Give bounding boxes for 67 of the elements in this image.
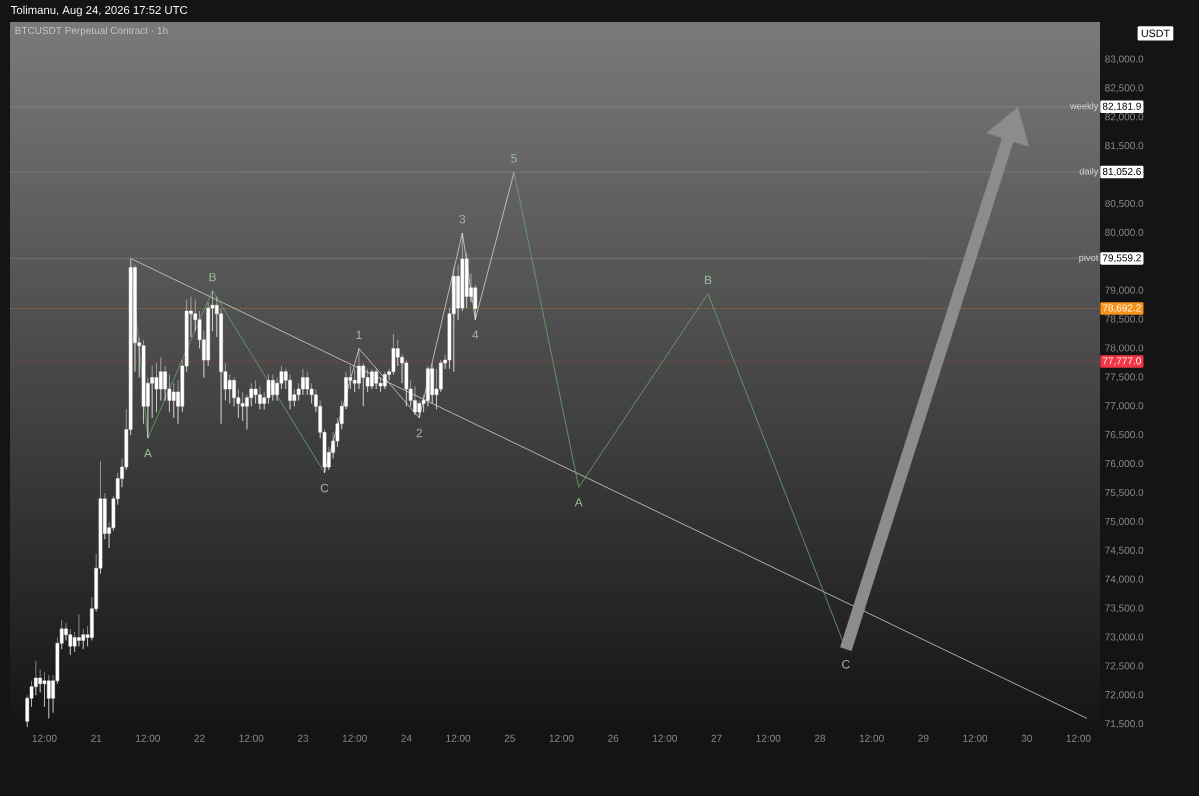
y-tick-label: 77,500.0 <box>1105 373 1144 382</box>
y-tick-label: 82,181.9 <box>1102 102 1141 111</box>
x-tick-label: 12:00 <box>239 734 264 742</box>
y-tick-label: 80,000.0 <box>1105 228 1144 238</box>
chart-subtitle: Tolimanu, Aug 24, 2026 17:52 UTC <box>10 5 188 17</box>
x-tick-label: 27 <box>711 734 722 742</box>
x-tick-label: 22 <box>194 734 205 742</box>
annotation: 4 <box>472 330 479 339</box>
y-tick-label: 77,777.0 <box>1102 357 1141 366</box>
y-tick-label: 82,000.0 <box>1105 113 1144 122</box>
annotation: 2 <box>416 428 423 438</box>
y-tick-label: 79,559.2 <box>1102 254 1141 263</box>
y-tick-label: 81,052.6 <box>1102 167 1141 177</box>
annotation: 1 <box>356 330 362 339</box>
x-tick-label: 12:00 <box>859 734 884 742</box>
x-tick-label: 21 <box>91 734 102 742</box>
y-axis-title: USDT <box>1141 29 1170 38</box>
x-tick-label: 28 <box>814 734 826 742</box>
x-tick-label: 12:00 <box>756 734 781 742</box>
annotation: A <box>143 449 152 458</box>
x-tick-label: 12:00 <box>446 734 471 742</box>
x-tick-label: 25 <box>504 734 515 742</box>
y-tick-label: 76,500.0 <box>1105 431 1144 440</box>
y-tick-label: 78,000.0 <box>1105 344 1144 353</box>
y-tick-label: 80,500.0 <box>1105 199 1144 209</box>
annotation: B <box>704 275 712 285</box>
y-tick-label: 74,500.0 <box>1105 546 1144 555</box>
y-tick-label: 74,000.0 <box>1105 575 1144 584</box>
annotation: 5 <box>511 154 517 163</box>
annotation: C <box>320 483 329 493</box>
candlestick <box>451 267 456 372</box>
y-tick-label: 78,500.0 <box>1105 315 1144 324</box>
y-tick-label: 73,000.0 <box>1105 633 1144 642</box>
y-tick-label: 71,500.0 <box>1105 720 1144 729</box>
y-tick-label: 73,500.0 <box>1105 604 1144 613</box>
ref-line-label: weekly <box>1069 102 1099 112</box>
annotation: 3 <box>459 214 466 224</box>
y-tick-label: 79,000.0 <box>1105 286 1144 295</box>
y-tick-label: 83,000.0 <box>1105 55 1144 64</box>
x-tick-label: 12:00 <box>1066 734 1091 742</box>
x-tick-label: 24 <box>401 734 412 742</box>
x-tick-label: 29 <box>918 734 929 742</box>
y-tick-label: 75,500.0 <box>1105 488 1144 498</box>
y-tick-label: 72,000.0 <box>1105 691 1144 700</box>
x-tick-label: 26 <box>608 734 619 742</box>
x-tick-label: 12:00 <box>136 734 160 742</box>
ref-line-label: pivot <box>1079 254 1099 263</box>
y-tick-label: 82,500.0 <box>1105 84 1144 93</box>
x-tick-label: 12:00 <box>342 734 367 742</box>
x-tick-label: 30 <box>1021 734 1032 742</box>
y-tick-label: 78,692.2 <box>1102 304 1141 313</box>
x-tick-label: 12:00 <box>32 734 57 742</box>
x-tick-label: 23 <box>297 734 309 742</box>
y-tick-label: 76,000.0 <box>1105 460 1144 469</box>
x-tick-label: 12:00 <box>963 734 988 742</box>
annotation: B <box>209 272 216 282</box>
y-tick-label: 75,000.0 <box>1105 517 1144 527</box>
x-tick-label: 12:00 <box>653 734 677 742</box>
x-tick-label: 12:00 <box>549 734 574 742</box>
annotation: C <box>842 660 850 669</box>
y-tick-label: 81,500.0 <box>1105 142 1144 151</box>
chart-title: BTCUSDT Perpetual Contract · 1h <box>15 26 168 37</box>
ref-line-label: daily <box>1079 167 1099 177</box>
annotation: A <box>574 498 583 507</box>
y-tick-label: 72,500.0 <box>1105 662 1144 671</box>
candlestick <box>46 674 51 719</box>
y-tick-label: 77,000.0 <box>1105 402 1144 411</box>
